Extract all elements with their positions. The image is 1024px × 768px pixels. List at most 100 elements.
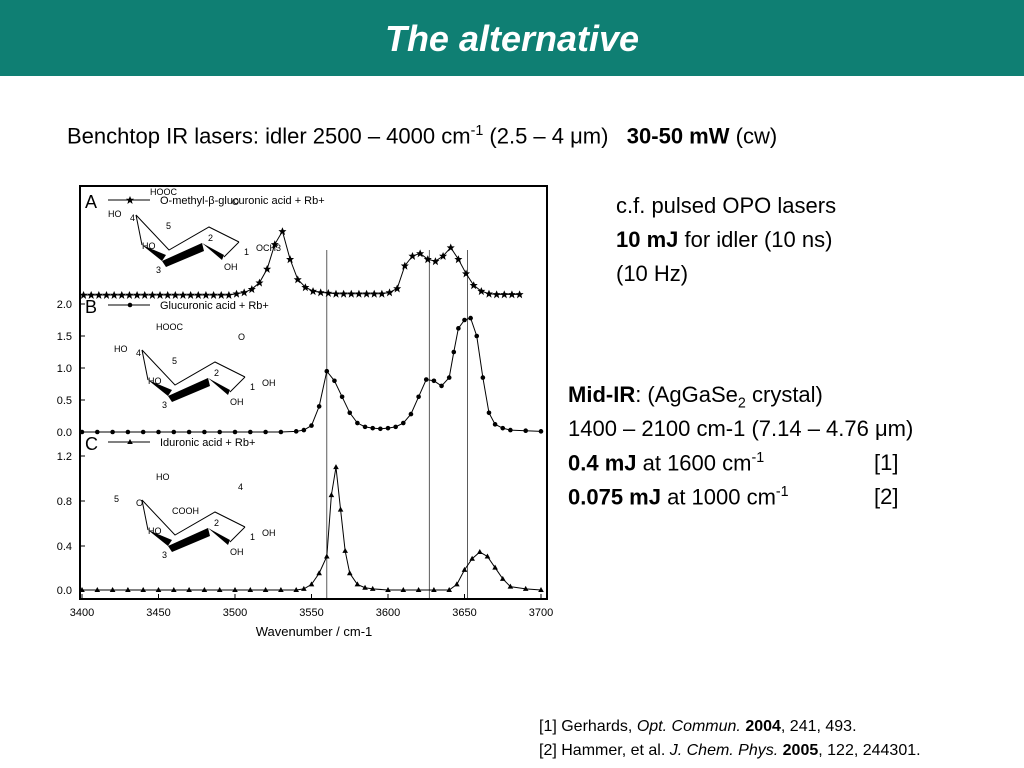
midir-crystal-a: : (AgGaSe (635, 382, 738, 407)
data-point (186, 291, 195, 299)
data-point (316, 288, 325, 297)
data-point (492, 290, 501, 299)
midir-line-1: Mid-IR: (AgGaSe2 crystal) (568, 382, 823, 411)
data-point (507, 290, 516, 299)
structure-label: HO (108, 209, 122, 219)
data-point (217, 429, 222, 435)
data-point (456, 326, 461, 331)
reference-2: [2] Hammer, et al. J. Chem. Phys. 2005, … (539, 739, 921, 763)
series-line (83, 230, 520, 296)
panel-letter: A (85, 192, 97, 212)
data-point (102, 291, 111, 299)
ring-left-bond (141, 349, 149, 381)
plot-frame (79, 185, 548, 600)
data-point (125, 291, 134, 299)
structure-label: 2 (214, 518, 219, 528)
data-point (446, 587, 452, 592)
data-point (324, 553, 330, 559)
data-point (125, 429, 131, 435)
data-point (416, 249, 425, 258)
data-point (127, 302, 133, 308)
data-point (480, 375, 486, 380)
data-point (255, 278, 264, 287)
data-point (500, 290, 509, 299)
ref-2-authors: [2] Hammer, et al. (539, 742, 670, 759)
ring-right-bond (229, 526, 246, 543)
data-point (439, 383, 444, 389)
cf-energy-rest: for idler (10 ns) (678, 227, 833, 252)
data-point (347, 289, 356, 298)
ref-2-details: , 122, 244301. (818, 742, 921, 759)
structure-label: 4 (130, 213, 135, 223)
data-point (454, 255, 463, 264)
data-point (171, 291, 180, 299)
data-point (79, 291, 88, 299)
data-point (309, 287, 318, 296)
data-point (140, 291, 149, 299)
midir-ref-1: [1] (874, 450, 899, 475)
data-point (262, 587, 269, 592)
structure-label: O (232, 197, 239, 207)
structure-label: 5 (114, 494, 119, 504)
data-point (247, 285, 256, 294)
intro-sup: -1 (470, 123, 484, 139)
data-point (385, 587, 391, 592)
data-point (309, 423, 314, 428)
intro-line: Benchtop IR lasers: idler 2500 – 4000 cm… (67, 123, 777, 149)
structure-label: 1 (250, 532, 255, 542)
structure-label: 1 (250, 382, 255, 392)
midir-energy-2: 0.075 mJ (568, 484, 661, 510)
structure-label: OH (230, 397, 244, 407)
data-point (140, 429, 146, 435)
structure-label: 5 (172, 356, 177, 366)
data-point (342, 547, 348, 553)
y-tick-label: 0.0 (57, 585, 72, 597)
data-point (469, 281, 478, 290)
data-point (507, 583, 514, 589)
x-tick-label: 3450 (146, 607, 170, 619)
data-point (370, 289, 379, 298)
data-point (224, 291, 233, 299)
data-point (248, 429, 253, 435)
structure-label: 3 (162, 550, 167, 560)
data-point (462, 317, 467, 323)
ring-wedge-right (208, 528, 230, 545)
data-point (439, 252, 448, 260)
data-point (278, 587, 284, 592)
data-point (451, 349, 457, 355)
data-point (492, 422, 498, 427)
data-point (202, 429, 207, 435)
midir-energy-1-sup: -1 (751, 450, 765, 466)
data-point (415, 587, 422, 592)
midir-energy-1: 0.4 mJ (568, 450, 637, 476)
x-axis-label: Wavenumber / cm-1 (256, 624, 373, 639)
data-point (301, 427, 307, 433)
data-point (94, 291, 103, 299)
structure-label: OH (230, 547, 244, 557)
data-point (347, 410, 353, 416)
data-point (355, 420, 360, 426)
data-point (477, 287, 486, 296)
data-point (286, 255, 295, 264)
data-point (126, 196, 134, 204)
data-point (117, 291, 126, 299)
data-point (499, 575, 506, 581)
data-point (508, 427, 513, 433)
data-point (393, 424, 398, 430)
structure-label: 4 (238, 482, 243, 492)
panel-letter: B (85, 297, 97, 317)
data-point (462, 269, 471, 278)
data-point (354, 289, 363, 298)
y-tick-label: 1.2 (57, 451, 72, 463)
data-point (369, 585, 376, 591)
data-point (324, 289, 333, 298)
structure-panel-c: HO 4 5 O COOH 2 HO 3 OH 1 OH (114, 472, 276, 560)
structure-panel-a: HOOC O HO 4 5 2 HO 3 OH 1 OCH3 (108, 187, 281, 275)
intro-power: 30-50 mW (626, 123, 730, 149)
data-point (523, 428, 528, 434)
ref-1-journal: Opt. Commun. (636, 718, 741, 735)
x-tick-label: 3700 (529, 607, 553, 619)
structure-label: 3 (156, 265, 161, 275)
data-point (324, 368, 330, 374)
panel-a: A O-methyl-β-glucuronic acid + Rb+ (79, 192, 524, 299)
